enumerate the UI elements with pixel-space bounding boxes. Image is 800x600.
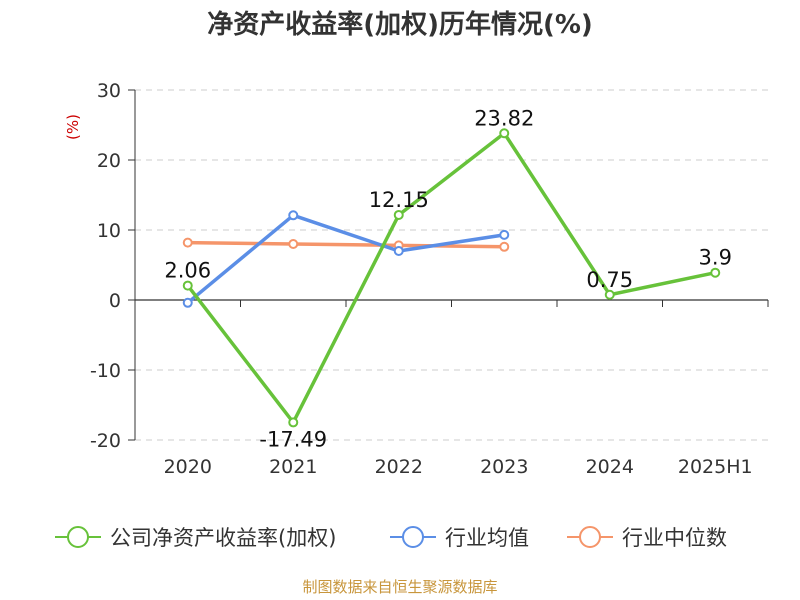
data-labels: 2.06 -17.49 12.15 23.82 0.75 3.9	[164, 106, 732, 451]
series-line	[186, 131, 716, 425]
y-tick-label: 30	[97, 80, 121, 102]
grid-lines	[135, 89, 768, 441]
legend-marker	[67, 526, 89, 548]
x-tick-label: 2020	[164, 456, 212, 478]
data-point	[499, 241, 510, 252]
axes: 30 20 10 0 -10 -20 2020 2021 2022 2023 2024 2025H1	[90, 80, 769, 478]
data-point	[499, 128, 510, 139]
data-label: 0.75	[586, 268, 633, 292]
data-point	[288, 239, 299, 249]
chart-title: 净资产收益率(加权)历年情况(%)	[207, 9, 593, 40]
series-0	[182, 128, 721, 428]
x-tick-label: 2022	[375, 456, 423, 478]
x-tick-label: 2024	[586, 456, 634, 478]
data-point	[499, 229, 510, 240]
x-tick-label: 2021	[269, 456, 317, 478]
series-1	[182, 210, 510, 308]
legend: 公司净资产收益率(加权) 行业均值 行业中位数	[55, 526, 727, 550]
data-point	[288, 210, 299, 221]
y-tick-label: 10	[97, 220, 121, 242]
series-line	[186, 213, 505, 305]
data-label: 3.9	[699, 246, 732, 270]
data-point	[288, 417, 299, 428]
legend-label: 行业中位数	[622, 526, 727, 550]
y-tick-label: 20	[97, 150, 121, 172]
data-label: 2.06	[164, 259, 211, 283]
legend-item: 公司净资产收益率(加权)	[55, 526, 336, 550]
legend-item: 行业中位数	[567, 526, 727, 550]
data-point	[710, 267, 721, 278]
series-lines	[182, 128, 721, 428]
y-tick-label: -10	[90, 360, 121, 382]
data-point	[393, 246, 404, 256]
y-axis-unit-label: (%)	[64, 114, 82, 140]
legend-item: 行业均值	[390, 526, 529, 550]
data-point	[182, 237, 193, 248]
data-label: 12.15	[369, 188, 429, 212]
x-tick-label: 2025H1	[678, 456, 753, 478]
source-note: 制图数据来自恒生聚源数据库	[302, 578, 497, 596]
legend-marker	[579, 526, 601, 548]
y-tick-label: 0	[109, 290, 121, 312]
data-point	[393, 209, 404, 220]
series-line	[187, 240, 505, 249]
data-point	[182, 297, 193, 308]
data-label: -17.49	[259, 427, 327, 451]
x-tick-label: 2023	[480, 456, 528, 478]
data-point	[604, 289, 615, 300]
data-point	[182, 280, 193, 291]
data-label: 23.82	[474, 106, 534, 130]
legend-marker	[402, 526, 424, 548]
legend-label: 行业均值	[445, 526, 529, 550]
y-tick-label: -20	[90, 430, 121, 452]
legend-label: 公司净资产收益率(加权)	[110, 526, 336, 550]
